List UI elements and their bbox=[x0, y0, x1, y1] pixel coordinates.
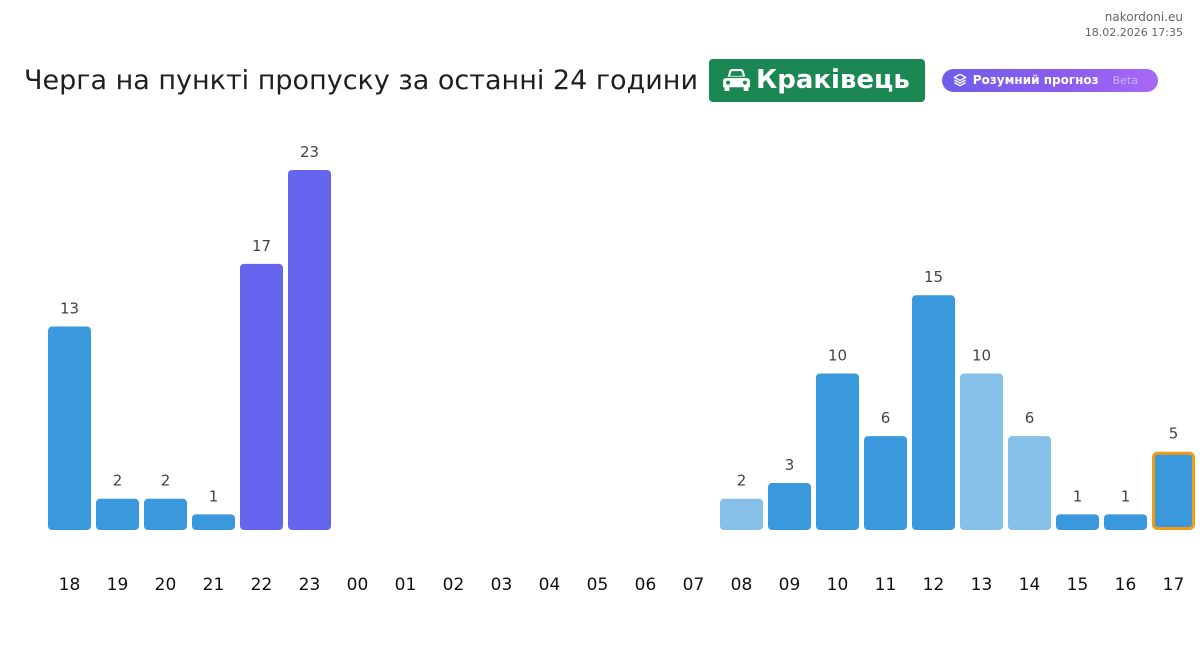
layers-icon bbox=[953, 73, 967, 87]
bar[interactable] bbox=[240, 263, 283, 530]
x-tick-label: 18 bbox=[59, 575, 81, 595]
x-tick-label: 16 bbox=[1115, 575, 1137, 595]
x-tick-label: 19 bbox=[107, 575, 129, 595]
data-label: 10 bbox=[828, 346, 847, 364]
bar[interactable] bbox=[720, 498, 763, 530]
bar[interactable] bbox=[912, 295, 955, 530]
x-tick-label: 09 bbox=[779, 575, 801, 595]
bar[interactable] bbox=[768, 483, 811, 530]
data-label: 2 bbox=[113, 472, 123, 490]
beta-badge: Beta bbox=[1112, 73, 1138, 87]
data-label: 13 bbox=[60, 300, 79, 318]
smart-forecast-toggle[interactable]: Розумний прогноз Beta bbox=[941, 68, 1158, 92]
x-tick-label: 17 bbox=[1163, 575, 1185, 595]
x-tick-label: 06 bbox=[635, 575, 657, 595]
x-tick-label: 21 bbox=[203, 575, 225, 595]
page-title: Черга на пункті пропуску за останні 24 г… bbox=[24, 64, 698, 96]
smart-forecast-label: Розумний прогноз bbox=[972, 73, 1099, 87]
bar[interactable] bbox=[192, 514, 235, 530]
data-label: 23 bbox=[300, 143, 319, 161]
data-label: 1 bbox=[1073, 487, 1083, 505]
header: Черга на пункті пропуску за останні 24 г… bbox=[24, 58, 1158, 102]
x-tick-label: 00 bbox=[347, 575, 369, 595]
data-label: 5 bbox=[1169, 425, 1179, 443]
data-label: 6 bbox=[1025, 409, 1035, 427]
data-label: 2 bbox=[161, 472, 171, 490]
x-tick-label: 12 bbox=[923, 575, 945, 595]
x-tick-label: 10 bbox=[827, 575, 849, 595]
data-label: 1 bbox=[209, 487, 219, 505]
data-label: 2 bbox=[737, 472, 747, 490]
x-tick-label: 20 bbox=[155, 575, 177, 595]
bar[interactable] bbox=[48, 326, 91, 530]
checkpoint-badge: Краківець bbox=[709, 58, 925, 102]
x-tick-label: 05 bbox=[587, 575, 609, 595]
bar[interactable] bbox=[816, 373, 859, 530]
data-label: 1 bbox=[1121, 487, 1131, 505]
x-tick-label: 11 bbox=[875, 575, 897, 595]
timestamp: 18.02.2026 17:35 bbox=[1084, 26, 1183, 39]
x-tick-label: 13 bbox=[971, 575, 993, 595]
bar-current[interactable] bbox=[1152, 451, 1195, 531]
x-tick-label: 15 bbox=[1067, 575, 1089, 595]
data-label: 15 bbox=[924, 268, 943, 286]
site-info: nakordoni.eu 18.02.2026 17:35 bbox=[1085, 9, 1183, 40]
x-tick-label: 04 bbox=[539, 575, 561, 595]
bar[interactable] bbox=[960, 373, 1003, 530]
car-icon bbox=[723, 68, 750, 91]
data-label: 10 bbox=[972, 346, 991, 364]
bar[interactable] bbox=[96, 498, 139, 530]
data-label: 6 bbox=[881, 409, 891, 427]
bar[interactable] bbox=[288, 170, 331, 530]
x-tick-label: 03 bbox=[491, 575, 513, 595]
site-domain: nakordoni.eu bbox=[1104, 10, 1183, 24]
x-tick-label: 22 bbox=[251, 575, 273, 595]
bar[interactable] bbox=[1056, 514, 1099, 530]
bar[interactable] bbox=[144, 498, 187, 530]
bar[interactable] bbox=[1008, 436, 1051, 530]
x-tick-label: 14 bbox=[1019, 575, 1041, 595]
x-tick-label: 23 bbox=[299, 575, 321, 595]
data-label: 17 bbox=[252, 237, 271, 255]
x-tick-label: 07 bbox=[683, 575, 705, 595]
x-tick-label: 01 bbox=[395, 575, 417, 595]
data-label: 3 bbox=[785, 456, 795, 474]
x-tick-label: 02 bbox=[443, 575, 465, 595]
bar[interactable] bbox=[1104, 514, 1147, 530]
checkpoint-name: Краківець bbox=[756, 65, 910, 95]
x-tick-label: 08 bbox=[731, 575, 753, 595]
bar[interactable] bbox=[864, 436, 907, 530]
